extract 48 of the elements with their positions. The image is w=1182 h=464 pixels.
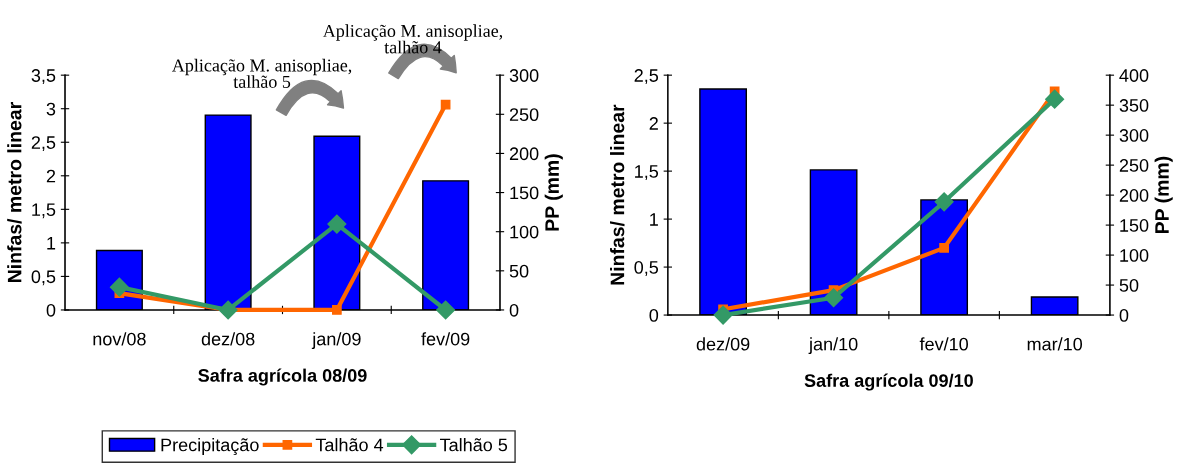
y-tick-label: 3 [46, 102, 56, 116]
x-tick-label: jan/10 [808, 337, 858, 355]
legend-label: Talhão 5 [440, 438, 508, 452]
y-tick-label: 1,5 [32, 203, 56, 219]
y-tick-label: 2,5 [634, 69, 659, 85]
y-tick-label: 2 [649, 117, 658, 130]
y-tick-label: 2,5 [31, 136, 56, 152]
y2-axis-title: PP (mm) [1154, 156, 1173, 234]
y2-tick-label: 250 [1119, 159, 1149, 172]
y-tick-label: 1,5 [635, 165, 659, 180]
x-axis-title: Safra agrícola 09/10 [804, 373, 973, 391]
x-axis-title: Safra agrícola 08/09 [198, 368, 367, 386]
y2-tick-label: 150 [1120, 219, 1149, 232]
legend-label: Precipitação [161, 438, 259, 455]
legend-label: Talhão 4 [315, 438, 384, 452]
y2-tick-label: 250 [509, 108, 539, 122]
x-tick-label: nov/08 [93, 332, 146, 346]
y-tick-label: 0,5 [634, 261, 659, 276]
y2-tick-label: 50 [1119, 279, 1139, 292]
y2-tick-label: 400 [1119, 69, 1149, 82]
y2-tick-label: 0 [509, 303, 519, 317]
y2-tick-label: 0 [1119, 308, 1129, 322]
y2-tick-label: 100 [1120, 249, 1149, 262]
y2-tick-label: 150 [510, 186, 539, 200]
y-tick-label: 1 [650, 213, 658, 226]
y2-tick-label: 200 [509, 147, 539, 161]
x-tick-label: jan/09 [311, 332, 361, 350]
y-tick-label: 2 [46, 169, 56, 183]
y2-tick-label: 100 [510, 225, 539, 239]
y2-tick-label: 50 [509, 264, 529, 278]
y2-tick-label: 300 [1119, 129, 1149, 142]
y-axis-title: Ninfas/ metro linear [610, 104, 625, 285]
y2-axis-title: PP (mm) [544, 154, 563, 231]
annotation: Aplicação M. anisopliae, talhão 5 [171, 58, 352, 88]
y-tick-label: 1 [47, 236, 56, 250]
y-tick-label: 0 [46, 303, 56, 317]
x-tick-label: mar/10 [1027, 337, 1083, 351]
x-tick-label: fev/09 [421, 332, 470, 346]
y-tick-label: 0,5 [31, 270, 56, 286]
x-tick-label: fev/10 [919, 337, 969, 351]
y-tick-label: 0 [649, 308, 659, 322]
y2-tick-label: 200 [1119, 189, 1149, 202]
y2-tick-label: 350 [1119, 99, 1149, 112]
y-axis-title: Ninfas/ metro linear [7, 102, 22, 283]
x-tick-label: dez/09 [696, 337, 750, 351]
y2-tick-label: 300 [509, 69, 539, 82]
y-tick-label: 3,5 [31, 69, 56, 85]
x-tick-label: dez/08 [201, 332, 255, 346]
